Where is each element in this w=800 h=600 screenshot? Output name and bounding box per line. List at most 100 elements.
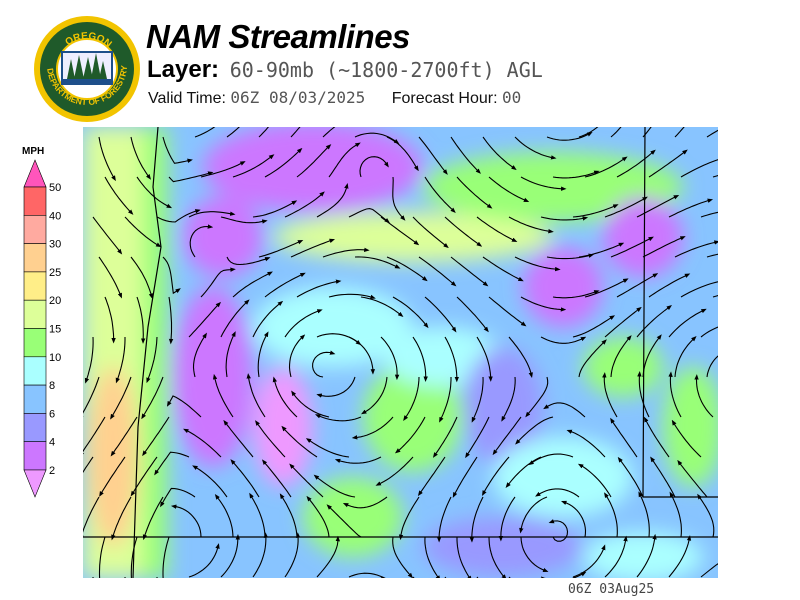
streamline [636, 305, 672, 338]
streamline [296, 144, 332, 178]
streamline [83, 376, 100, 420]
streamline [578, 339, 607, 378]
streamline [482, 456, 510, 497]
streamline [417, 456, 446, 497]
streamline [252, 300, 284, 338]
streamline [110, 376, 132, 420]
colorbar-segment [23, 328, 47, 358]
streamline [546, 253, 595, 260]
streamline [279, 493, 298, 538]
streamline [604, 306, 642, 338]
forecast-hour-value: 00 [501, 88, 522, 107]
streamline [220, 299, 250, 338]
streamline [296, 279, 342, 298]
colorbar-tick-label: 50 [49, 182, 61, 194]
streamline [602, 372, 618, 418]
colorbar-tick-label: 4 [49, 437, 55, 449]
streamline [214, 493, 234, 538]
streamline [669, 491, 682, 538]
streamline [124, 216, 162, 248]
streamline [142, 496, 164, 541]
streamline [452, 456, 478, 498]
colorbar-segment [23, 243, 47, 273]
streamline [535, 488, 580, 498]
streamline [412, 336, 428, 382]
streamline [648, 149, 688, 178]
streamline [642, 127, 652, 138]
streamline [482, 136, 517, 171]
layer-label: Layer: [147, 56, 220, 83]
streamline [115, 337, 126, 384]
streamline [616, 149, 656, 178]
colorbar-segment [23, 441, 47, 471]
streamline [674, 127, 685, 138]
streamline [671, 419, 702, 458]
streamline [168, 296, 174, 345]
streamline [83, 496, 100, 541]
streamline [444, 216, 483, 247]
streamline [348, 572, 386, 578]
streamline [249, 492, 266, 538]
streamline [450, 256, 489, 287]
streamline [225, 331, 236, 378]
streamline [162, 256, 181, 295]
streamline [668, 308, 707, 338]
streamline [520, 296, 567, 312]
streamline [498, 496, 516, 542]
streamline [648, 273, 691, 298]
streamline [697, 493, 715, 538]
streamline [281, 425, 318, 458]
streamline [111, 496, 132, 541]
streamline [436, 496, 452, 543]
streamline [398, 496, 420, 541]
streamline [584, 156, 628, 178]
streamline [508, 216, 554, 234]
streamline [424, 296, 457, 333]
colorbar-segment [23, 299, 47, 329]
streamline [326, 504, 362, 538]
streamline [359, 156, 389, 178]
streamline [386, 256, 428, 282]
streamline [508, 336, 533, 378]
streamline [162, 536, 170, 578]
colorbar-segment [23, 413, 47, 442]
streamline [136, 176, 173, 209]
streamline [246, 373, 266, 418]
streamline [543, 402, 586, 418]
colorbar-tick-label: 10 [49, 352, 61, 364]
streamline [505, 456, 542, 488]
layer-info: Layer: 60-90mb (~1800-2700ft) AGL [147, 56, 543, 84]
streamline [617, 456, 644, 498]
layer-value: 60-90mb (~1800-2700ft) AGL [229, 58, 543, 82]
streamline [272, 376, 298, 418]
streamline [700, 211, 718, 218]
streamline [488, 296, 527, 327]
streamline [439, 377, 452, 423]
streamline [313, 474, 356, 498]
streamline [130, 256, 154, 300]
streamlines [83, 127, 718, 578]
streamline [456, 176, 493, 209]
streamline [386, 136, 419, 172]
colorbar-unit: MPH [22, 146, 44, 157]
streamline [637, 371, 650, 418]
streamline [540, 336, 587, 344]
streamline [252, 200, 298, 218]
streamline [540, 571, 587, 578]
streamline [424, 176, 456, 214]
streamline [192, 332, 207, 378]
streamline [255, 420, 286, 458]
streamline [252, 532, 269, 578]
streamline [192, 465, 228, 498]
streamline [188, 301, 222, 338]
streamline [354, 132, 400, 145]
streamline [223, 419, 254, 458]
streamline [84, 336, 94, 384]
streamline [322, 127, 336, 138]
streamline [548, 519, 569, 542]
streamline [92, 216, 123, 255]
streamline [706, 355, 718, 378]
streamline [375, 456, 414, 486]
streamline [520, 536, 549, 573]
streamline [456, 537, 472, 578]
